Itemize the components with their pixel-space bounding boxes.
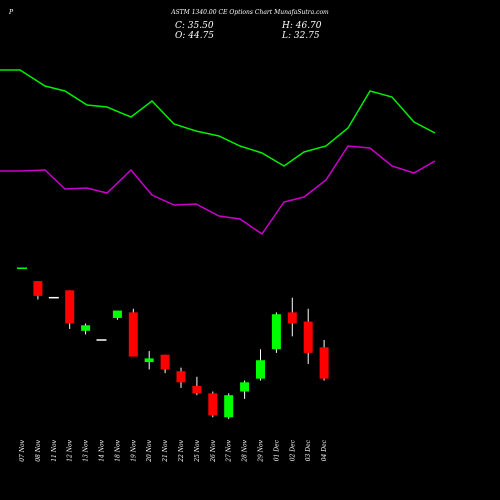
x-tick-label: 27 Nov bbox=[226, 439, 233, 462]
candle-body-up bbox=[224, 395, 234, 418]
candle-14 bbox=[240, 380, 250, 399]
candle-11 bbox=[192, 376, 202, 396]
upper-band-line bbox=[0, 69, 436, 167]
x-tick-label: 07 Nov bbox=[19, 439, 26, 461]
x-tick-label: 03 Dec bbox=[305, 439, 312, 461]
x-tick-label: 19 Nov bbox=[130, 439, 137, 461]
close-label: C: 35.50 bbox=[175, 21, 214, 31]
candle-18 bbox=[303, 308, 313, 364]
candle-10 bbox=[176, 367, 186, 388]
candle-body-down bbox=[176, 371, 186, 383]
candle-body-down bbox=[65, 290, 75, 324]
candle-15 bbox=[256, 349, 265, 381]
x-tick-label: 04 Dec bbox=[321, 439, 328, 461]
x-tick-label: 02 Dec bbox=[289, 439, 296, 461]
candle-8 bbox=[144, 351, 154, 370]
candle-7 bbox=[128, 308, 138, 357]
x-tick-label: 14 Nov bbox=[99, 439, 106, 461]
x-tick-label: 21 Nov bbox=[162, 439, 169, 462]
open-label: O: 44.75 bbox=[175, 31, 214, 41]
x-tick-label: 20 Nov bbox=[146, 439, 153, 462]
x-tick-label: 25 Nov bbox=[194, 439, 201, 462]
lower-band-line bbox=[0, 145, 436, 236]
x-tick-label: 29 Nov bbox=[258, 439, 265, 462]
candle-body-down bbox=[160, 354, 170, 370]
candle-body-down bbox=[303, 321, 313, 353]
candle-13 bbox=[224, 393, 234, 420]
x-tick-label: 08 Nov bbox=[35, 439, 42, 461]
candle-body-up bbox=[112, 310, 122, 318]
candle-4 bbox=[81, 323, 91, 335]
x-tick-label: 28 Nov bbox=[242, 439, 249, 462]
candle-body-up bbox=[81, 325, 91, 331]
candle-body-down bbox=[319, 347, 329, 379]
candle-body-up bbox=[240, 382, 250, 392]
x-tick-label: 26 Nov bbox=[210, 439, 217, 462]
high-label: H: 46.70 bbox=[281, 21, 322, 31]
candle-body-down bbox=[208, 393, 218, 416]
candle-body-down bbox=[192, 386, 202, 394]
symbol-mark: P bbox=[8, 9, 14, 16]
candle-9 bbox=[160, 354, 170, 374]
chart-title: ASTM 1340.00 CE Options Chart MunafaSutr… bbox=[170, 9, 329, 16]
candle-19 bbox=[319, 340, 329, 381]
candles-group bbox=[17, 267, 329, 420]
candle-12 bbox=[208, 391, 218, 418]
x-tick-labels: 07 Nov 08 Nov 11 Nov 12 Nov 13 Nov 14 Nov 18 N… bbox=[19, 439, 328, 462]
x-tick-label: 22 Nov bbox=[178, 439, 185, 462]
candle-17 bbox=[287, 297, 297, 337]
candle-6 bbox=[112, 310, 122, 320]
x-tick-label: 12 Nov bbox=[67, 439, 74, 461]
x-tick-label: 01 Dec bbox=[273, 439, 280, 461]
x-tick-label: 13 Nov bbox=[83, 439, 90, 461]
candle-body-down bbox=[33, 281, 43, 296]
x-tick-label: 11 Nov bbox=[51, 439, 58, 461]
candle-1 bbox=[33, 281, 43, 300]
candle-body-down bbox=[287, 312, 297, 324]
candle-body-down bbox=[128, 312, 138, 357]
candle-body-up bbox=[144, 358, 154, 363]
candle-3 bbox=[65, 290, 75, 329]
candle-body-up bbox=[256, 360, 265, 379]
candle-body-up bbox=[271, 314, 281, 350]
low-label: L: 32.75 bbox=[281, 31, 320, 41]
candle-16 bbox=[271, 312, 281, 353]
x-tick-label: 18 Nov bbox=[114, 439, 121, 461]
